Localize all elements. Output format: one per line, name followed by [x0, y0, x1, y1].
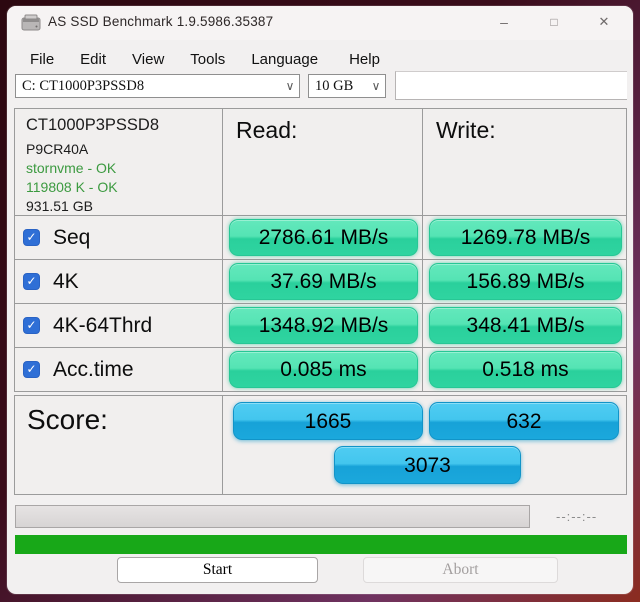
- checkbox-4k64thrd[interactable]: ✓: [23, 317, 40, 334]
- 4k64thrd-write-value: 348.41 MB/s: [429, 307, 622, 344]
- test-progress-bar: [15, 505, 530, 528]
- read-header-cell: Read:: [222, 108, 423, 216]
- row-4k-label: 4K: [53, 269, 79, 293]
- menu-file[interactable]: File: [30, 50, 55, 68]
- checkbox-4k[interactable]: ✓: [23, 273, 40, 290]
- row-4k64thrd-label: 4K-64Thrd: [53, 313, 153, 337]
- close-icon: ✕: [598, 14, 610, 29]
- menu-edit[interactable]: Edit: [80, 50, 107, 68]
- maximize-icon: □: [550, 15, 558, 29]
- drive-firmware: P9CR40A: [26, 141, 89, 157]
- menu-view[interactable]: View: [132, 50, 165, 68]
- test-size-select[interactable]: 10 GB ∨: [308, 74, 386, 98]
- row-4k64thrd: ✓ 4K-64Thrd: [14, 303, 223, 348]
- 4k64thrd-read-value: 1348.92 MB/s: [229, 307, 418, 344]
- drive-icon: [21, 14, 41, 31]
- drive-select-value: C: CT1000P3PSSD8: [22, 77, 145, 94]
- menu-tools[interactable]: Tools: [190, 50, 226, 68]
- test-size-value: 10 GB: [315, 77, 354, 94]
- acctime-read-cell: 0.085 ms: [222, 347, 423, 392]
- write-header: Write:: [436, 117, 496, 143]
- drive-info-panel: CT1000P3PSSD8 P9CR40A stornvme - OK 1198…: [14, 108, 223, 216]
- checkbox-acctime[interactable]: ✓: [23, 361, 40, 378]
- drive-model: CT1000P3PSSD8: [26, 116, 159, 134]
- check-icon: ✓: [26, 274, 37, 288]
- title-bar: AS SSD Benchmark 1.9.5986.35387 – □ ✕: [7, 6, 633, 40]
- score-label: Score:: [27, 404, 108, 435]
- 4k-write-cell: 156.89 MB/s: [422, 259, 627, 304]
- check-icon: ✓: [26, 230, 37, 244]
- score-area: 1665 632 3073: [222, 395, 627, 495]
- status-field: [395, 71, 627, 100]
- score-label-cell: Score:: [14, 395, 223, 495]
- minimize-icon: –: [500, 14, 508, 30]
- check-icon: ✓: [26, 362, 37, 376]
- total-score-value: 3073: [334, 446, 521, 484]
- row-seq-label: Seq: [53, 225, 91, 249]
- row-acctime-label: Acc.time: [53, 357, 134, 381]
- drive-capacity: 931.51 GB: [26, 198, 93, 214]
- 4k-write-value: 156.89 MB/s: [429, 263, 622, 300]
- read-score-value: 1665: [233, 402, 423, 440]
- maximize-button[interactable]: □: [537, 6, 571, 38]
- acctime-read-value: 0.085 ms: [229, 351, 418, 388]
- checkbox-seq[interactable]: ✓: [23, 229, 40, 246]
- app-window: AS SSD Benchmark 1.9.5986.35387 – □ ✕ Fi…: [7, 6, 633, 594]
- seq-write-cell: 1269.78 MB/s: [422, 215, 627, 260]
- menu-bar: File Edit View Tools Language Help: [17, 46, 393, 72]
- abort-button[interactable]: Abort: [363, 557, 558, 583]
- minimize-button[interactable]: –: [487, 6, 521, 38]
- read-header: Read:: [236, 117, 298, 143]
- check-icon: ✓: [26, 318, 37, 332]
- chevron-down-icon: ∨: [285, 79, 295, 93]
- acctime-write-cell: 0.518 ms: [422, 347, 627, 392]
- close-button[interactable]: ✕: [587, 6, 621, 38]
- write-header-cell: Write:: [422, 108, 627, 216]
- menu-language[interactable]: Language: [251, 50, 319, 68]
- window-title: AS SSD Benchmark 1.9.5986.35387: [48, 14, 274, 29]
- 4k64thrd-write-cell: 348.41 MB/s: [422, 303, 627, 348]
- seq-write-value: 1269.78 MB/s: [429, 219, 622, 256]
- overall-progress-bar: [15, 535, 627, 554]
- write-score-value: 632: [429, 402, 619, 440]
- drive-select[interactable]: C: CT1000P3PSSD8 ∨: [15, 74, 300, 98]
- 4k64thrd-read-cell: 1348.92 MB/s: [222, 303, 423, 348]
- time-remaining: --:--:--: [556, 509, 598, 524]
- row-4k: ✓ 4K: [14, 259, 223, 304]
- acctime-write-value: 0.518 ms: [429, 351, 622, 388]
- 4k-read-value: 37.69 MB/s: [229, 263, 418, 300]
- results-table: CT1000P3PSSD8 P9CR40A stornvme - OK 1198…: [14, 108, 627, 495]
- driver-status: stornvme - OK: [26, 160, 117, 176]
- menu-help[interactable]: Help: [349, 50, 380, 68]
- start-button[interactable]: Start: [117, 557, 318, 583]
- row-acctime: ✓ Acc.time: [14, 347, 223, 392]
- chevron-down-icon: ∨: [371, 79, 381, 93]
- seq-read-value: 2786.61 MB/s: [229, 219, 418, 256]
- 4k-read-cell: 37.69 MB/s: [222, 259, 423, 304]
- row-seq: ✓ Seq: [14, 215, 223, 260]
- seq-read-cell: 2786.61 MB/s: [222, 215, 423, 260]
- alignment-status: 119808 K - OK: [26, 179, 118, 195]
